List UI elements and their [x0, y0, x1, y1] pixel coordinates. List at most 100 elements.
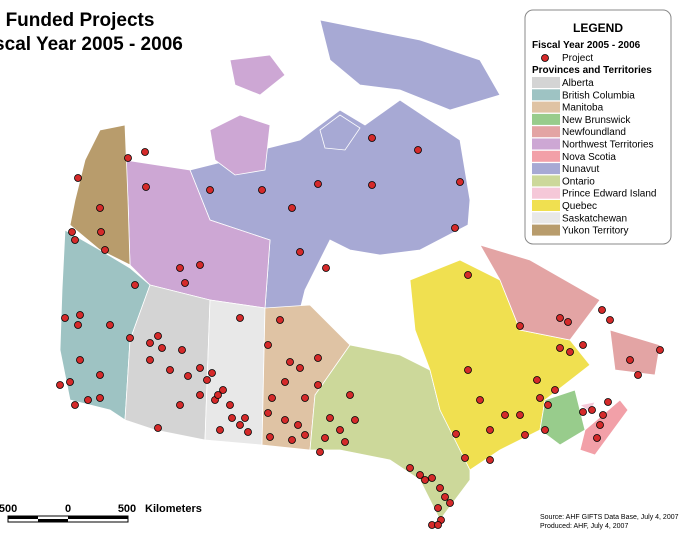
- project-point: [461, 454, 469, 462]
- project-point: [321, 434, 329, 442]
- legend-label: Saskatchewan: [562, 213, 627, 224]
- project-point: [296, 364, 304, 372]
- project-point: [281, 416, 289, 424]
- region: [319, 19, 501, 111]
- project-point: [434, 504, 442, 512]
- project-point: [266, 433, 274, 441]
- project-point: [158, 344, 166, 352]
- scale-bar-segment: [8, 516, 38, 519]
- project-point: [464, 366, 472, 374]
- project-point: [71, 401, 79, 409]
- legend-title: LEGEND: [573, 21, 623, 35]
- project-point: [544, 401, 552, 409]
- project-point: [599, 411, 607, 419]
- project-point: [579, 408, 587, 416]
- legend-label: Newfoundland: [562, 127, 626, 138]
- project-point: [226, 401, 234, 409]
- project-point: [281, 378, 289, 386]
- project-point: [441, 493, 449, 501]
- project-point: [322, 264, 330, 272]
- project-point: [516, 322, 524, 330]
- project-point: [264, 409, 272, 417]
- project-point: [101, 246, 109, 254]
- project-point: [314, 354, 322, 362]
- legend-swatch: [532, 224, 560, 236]
- project-point: [178, 346, 186, 354]
- project-point: [84, 396, 92, 404]
- project-point: [456, 178, 464, 186]
- project-point: [154, 332, 162, 340]
- project-point: [208, 369, 216, 377]
- project-point: [556, 344, 564, 352]
- project-point: [551, 386, 559, 394]
- legend-swatch: [532, 126, 560, 138]
- project-point: [486, 456, 494, 464]
- project-point: [634, 371, 642, 379]
- project-point: [166, 366, 174, 374]
- project-point: [131, 281, 139, 289]
- legend-label: Prince Edward Island: [562, 189, 657, 200]
- project-point: [566, 348, 574, 356]
- project-point: [368, 134, 376, 142]
- region: [479, 244, 601, 341]
- legend-label: Yukon Territory: [562, 226, 629, 237]
- project-point: [228, 414, 236, 422]
- project-point: [368, 181, 376, 189]
- project-point: [176, 401, 184, 409]
- project-point: [598, 306, 606, 314]
- project-point: [421, 476, 429, 484]
- scale-bar-segment: [68, 516, 128, 519]
- project-point: [626, 356, 634, 364]
- legend-box: [524, 9, 672, 245]
- legend-label: Project: [562, 53, 593, 64]
- project-point: [436, 484, 444, 492]
- project-point: [501, 411, 509, 419]
- legend-swatch: [532, 175, 560, 187]
- project-point: [176, 264, 184, 272]
- scale-bar: 500 0 500 Kilometers: [0, 503, 202, 523]
- project-point: [56, 381, 64, 389]
- project-point: [126, 334, 134, 342]
- legend-label: Ontario: [562, 176, 595, 187]
- project-point: [301, 431, 309, 439]
- legend-subtitle: Fiscal Year 2005 - 2006: [532, 40, 641, 51]
- project-point: [276, 316, 284, 324]
- region: [209, 114, 271, 176]
- project-point: [196, 364, 204, 372]
- project-point: [74, 174, 82, 182]
- project-point: [596, 421, 604, 429]
- project-point: [446, 499, 454, 507]
- project-point: [68, 228, 76, 236]
- project-point: [196, 261, 204, 269]
- legend-label: Nova Scotia: [562, 152, 616, 163]
- project-point: [296, 248, 304, 256]
- project-point: [351, 416, 359, 424]
- project-point: [288, 436, 296, 444]
- project-point: [76, 356, 84, 364]
- project-point: [301, 394, 309, 402]
- legend-label: British Columbia: [562, 90, 635, 101]
- project-point: [236, 314, 244, 322]
- project-point: [219, 386, 227, 394]
- scale-label: 500: [118, 503, 136, 515]
- project-point: [196, 391, 204, 399]
- regions: [59, 19, 661, 521]
- legend-swatch: [532, 138, 560, 150]
- project-point: [244, 428, 252, 436]
- source: Source: AHF GIFTS Data Base, July 4, 200…: [540, 514, 679, 521]
- project-point: [71, 236, 79, 244]
- project-point: [541, 426, 549, 434]
- project-point: [66, 378, 74, 386]
- region: [229, 54, 286, 96]
- legend-section: Provinces and Territories: [532, 65, 652, 76]
- project-point: [346, 391, 354, 399]
- project-point: [434, 521, 442, 529]
- project-point: [486, 426, 494, 434]
- project-point: [184, 372, 192, 380]
- project-point: [516, 411, 524, 419]
- project-point: [216, 426, 224, 434]
- project-point: [604, 398, 612, 406]
- project-point: [268, 394, 276, 402]
